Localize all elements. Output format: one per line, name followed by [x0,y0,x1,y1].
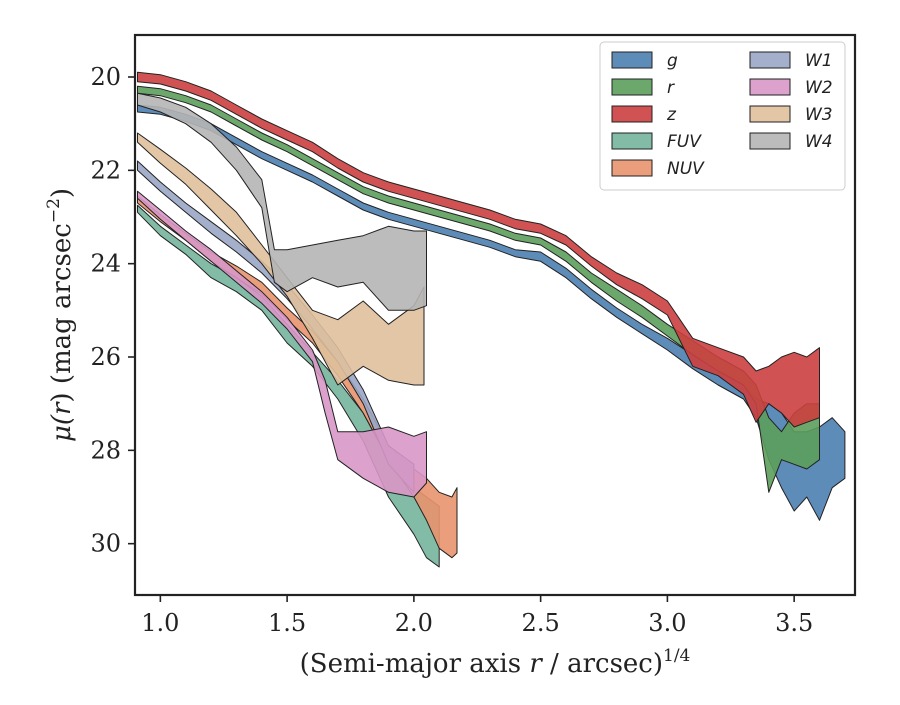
band-g [137,104,846,521]
band-W3 [137,132,425,386]
y-axis-label: μ(r) (mag arcsec−2) [44,188,77,442]
x-tick-label: 3.0 [648,609,686,637]
legend-label-z: z [666,105,677,125]
x-tick-label: 1.5 [268,609,306,637]
legend-swatch-W1 [749,51,791,69]
legend-swatch-W4 [749,132,791,150]
x-tick-label: 1.0 [141,609,179,637]
y-tick-label: 20 [90,63,121,91]
band-W4 [137,92,427,311]
legend-swatch-g [611,51,653,69]
legend: grz FUV NUV W1 W2 W3 W4 [599,41,846,191]
legend-label-W4: W4 [805,132,833,152]
legend-label-g: g [667,51,678,71]
y-tick-label: 30 [90,530,121,558]
series-bands [137,71,846,568]
axis-labels: (Semi-major axis r / arcsec)1/4 μ(r) (ma… [44,188,690,679]
legend-swatch-FUV [611,132,653,150]
legend-swatch-W2 [749,78,791,96]
x-tick-label: 3.5 [775,609,813,637]
band-z [137,71,820,428]
legend-swatch-z [611,105,653,123]
axes [133,33,857,597]
x-tick-label: 2.0 [395,609,433,637]
y-tick-label: 24 [90,250,121,278]
y-tick-label: 26 [90,343,121,371]
band-W2 [137,190,427,498]
legend-swatch-W3 [749,105,791,123]
y-tick-label: 28 [90,436,121,464]
ticks: 1.0 1.5 2.0 2.5 3.0 3.5 20 22 24 26 28 30 [90,63,813,637]
legend-label-r: r [667,78,675,98]
axes-frame [133,33,857,597]
band-r [137,85,820,493]
y-tick-label: 22 [90,156,121,184]
legend-label-W1: W1 [805,51,833,71]
x-axis-label: (Semi-major axis r / arcsec)1/4 [300,646,691,679]
legend-label-W2: W2 [805,78,833,98]
x-tick-label: 2.5 [522,609,560,637]
legend-swatch-NUV [611,159,653,177]
legend-label-FUV: FUV [667,132,702,152]
legend-label-W3: W3 [805,105,833,125]
legend-label-NUV: NUV [667,159,705,179]
legend-swatch-r [611,78,653,96]
